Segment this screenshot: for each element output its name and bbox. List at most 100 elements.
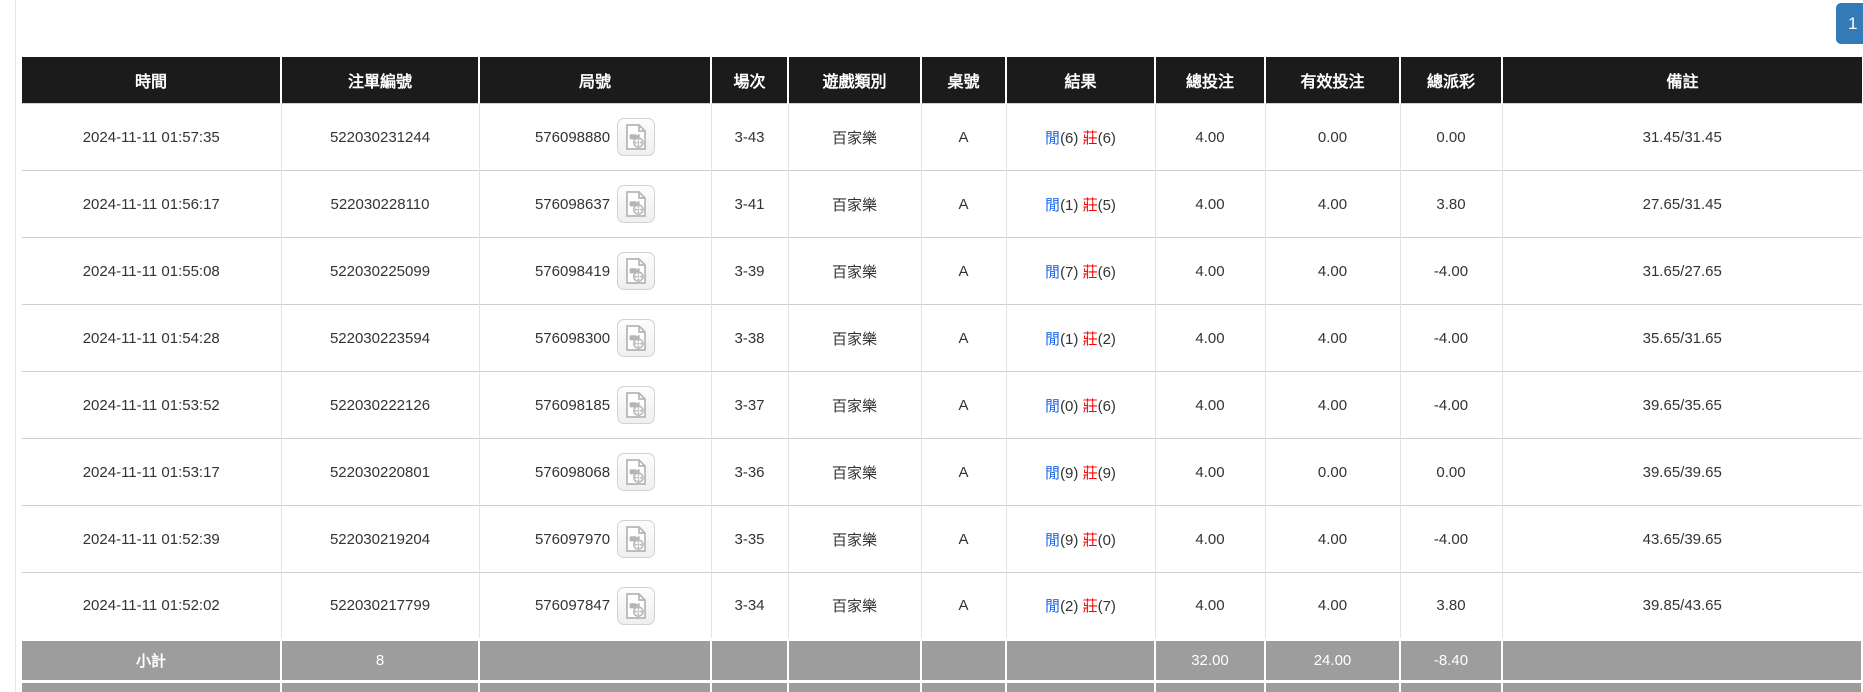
subtotal-row: 小計 8 32.00 24.00 -8.40 [22,638,1863,682]
cell-payout: 3.80 [1400,170,1503,238]
cell-total-bet[interactable]: 4.00 [1155,371,1266,439]
cell-session: 3-37 [711,371,789,439]
cell-round-id: 576098300 [479,304,712,372]
column-header-result: 結果 [1006,57,1156,104]
pagination-page-1-button[interactable]: 1 [1836,3,1863,44]
cell-time: 2024-11-11 01:55:08 [22,237,282,305]
cell-bet-id: 522030223594 [281,304,480,372]
cell-round-id: 576098880 [479,103,712,171]
result-player-label: 閒 [1045,397,1061,415]
cell-total-bet[interactable]: 4.00 [1155,237,1266,305]
cell-valid-bet: 4.00 [1265,505,1401,573]
cell-session: 3-35 [711,505,789,573]
panel-left-divider [15,0,16,692]
column-header-table_no: 桌號 [921,57,1007,104]
cell-game-type: 百家樂 [788,170,922,238]
cell-total-bet[interactable]: 4.00 [1155,103,1266,171]
subtotal-empty-cell [1502,638,1863,682]
cell-result: 閒(6) 莊(6) [1006,103,1156,171]
cell-payout: -4.00 [1400,237,1503,305]
bet-row: 2024-11-11 01:56:17 522030228110 576098637… [22,170,1862,238]
result-banker-score: (2) [1097,330,1116,348]
cell-game-type: 百家樂 [788,304,922,372]
video-replay-icon[interactable] [617,252,656,290]
video-replay-icon[interactable] [617,586,656,625]
video-replay-icon[interactable] [617,118,656,156]
column-header-remark: 備註 [1502,57,1862,104]
cell-bet-id: 522030220801 [281,438,480,506]
cell-table-no: A [921,505,1007,573]
cell-game-type: 百家樂 [788,237,922,305]
round-number: 576098068 [534,463,611,481]
cell-remark: 27.65/31.45 [1502,170,1862,238]
bet-row: 2024-11-11 01:53:17 522030220801 576098068… [22,438,1862,506]
cell-table-no: A [921,103,1007,171]
result-player-score: (7) [1060,263,1079,281]
result-banker-label: 莊 [1082,196,1098,214]
cell-result: 閒(7) 莊(6) [1006,237,1156,305]
column-header-game: 遊戲類別 [788,57,922,104]
cell-total-bet[interactable]: 4.00 [1155,304,1266,372]
cell-time: 2024-11-11 01:52:02 [22,572,282,640]
bet-row: 2024-11-11 01:52:02 522030217799 576097847… [22,572,1862,640]
video-replay-icon[interactable] [617,386,656,424]
cell-remark: 39.65/35.65 [1502,371,1862,439]
result-banker-label: 莊 [1082,464,1098,482]
video-replay-icon[interactable] [617,453,656,491]
column-header-valid_bet: 有效投注 [1265,57,1401,104]
cell-session: 3-38 [711,304,789,372]
column-header-round_id: 局號 [479,57,712,104]
result-banker-score: (9) [1097,464,1116,482]
subtotal-label: 小計 [22,638,282,682]
result-banker-label: 莊 [1082,129,1098,147]
cell-remark: 31.65/27.65 [1502,237,1862,305]
subtotal-empty-cell [788,638,922,682]
cell-table-no: A [921,304,1007,372]
subtotal-empty-cell [711,638,789,682]
video-replay-icon[interactable] [617,319,656,357]
subtotal-valid-bet: 24.00 [1265,638,1401,682]
result-player-score: (1) [1060,196,1079,214]
cell-total-bet[interactable]: 4.00 [1155,170,1266,238]
result-banker-score: (5) [1097,196,1116,214]
cell-round-id: 576097847 [479,572,712,640]
cell-bet-id: 522030228110 [281,170,480,238]
video-replay-icon[interactable] [617,185,656,223]
video-replay-icon[interactable] [617,520,656,558]
cell-payout: 0.00 [1400,438,1503,506]
next-subtotal-row-clipped [22,680,1863,692]
cell-bet-id: 522030231244 [281,103,480,171]
bet-row: 2024-11-11 01:55:08 522030225099 576098419… [22,237,1862,305]
cell-total-bet[interactable]: 4.00 [1155,572,1266,640]
cell-remark: 39.65/39.65 [1502,438,1862,506]
cell-table-no: A [921,438,1007,506]
cell-session: 3-43 [711,103,789,171]
result-player-label: 閒 [1045,263,1061,281]
subtotal-payout: -8.40 [1400,638,1503,682]
cell-bet-id: 522030225099 [281,237,480,305]
cell-game-type: 百家樂 [788,438,922,506]
round-number: 576098300 [534,329,611,347]
cell-game-type: 百家樂 [788,572,922,640]
cell-valid-bet: 4.00 [1265,371,1401,439]
cell-result: 閒(1) 莊(2) [1006,304,1156,372]
result-player-score: (9) [1060,531,1079,549]
cell-session: 3-34 [711,572,789,640]
result-player-label: 閒 [1045,129,1061,147]
bet-row: 2024-11-11 01:57:35 522030231244 576098880… [22,103,1862,171]
cell-total-bet[interactable]: 4.00 [1155,505,1266,573]
cell-table-no: A [921,371,1007,439]
cell-total-bet[interactable]: 4.00 [1155,438,1266,506]
column-header-session: 場次 [711,57,789,104]
cell-valid-bet: 4.00 [1265,304,1401,372]
cell-result: 閒(0) 莊(6) [1006,371,1156,439]
cell-payout: 3.80 [1400,572,1503,640]
round-number: 576098419 [534,262,611,280]
cell-valid-bet: 4.00 [1265,572,1401,640]
result-player-score: (9) [1060,464,1079,482]
cell-session: 3-36 [711,438,789,506]
cell-valid-bet: 4.00 [1265,170,1401,238]
result-banker-score: (7) [1097,598,1116,615]
result-player-score: (1) [1060,330,1079,348]
